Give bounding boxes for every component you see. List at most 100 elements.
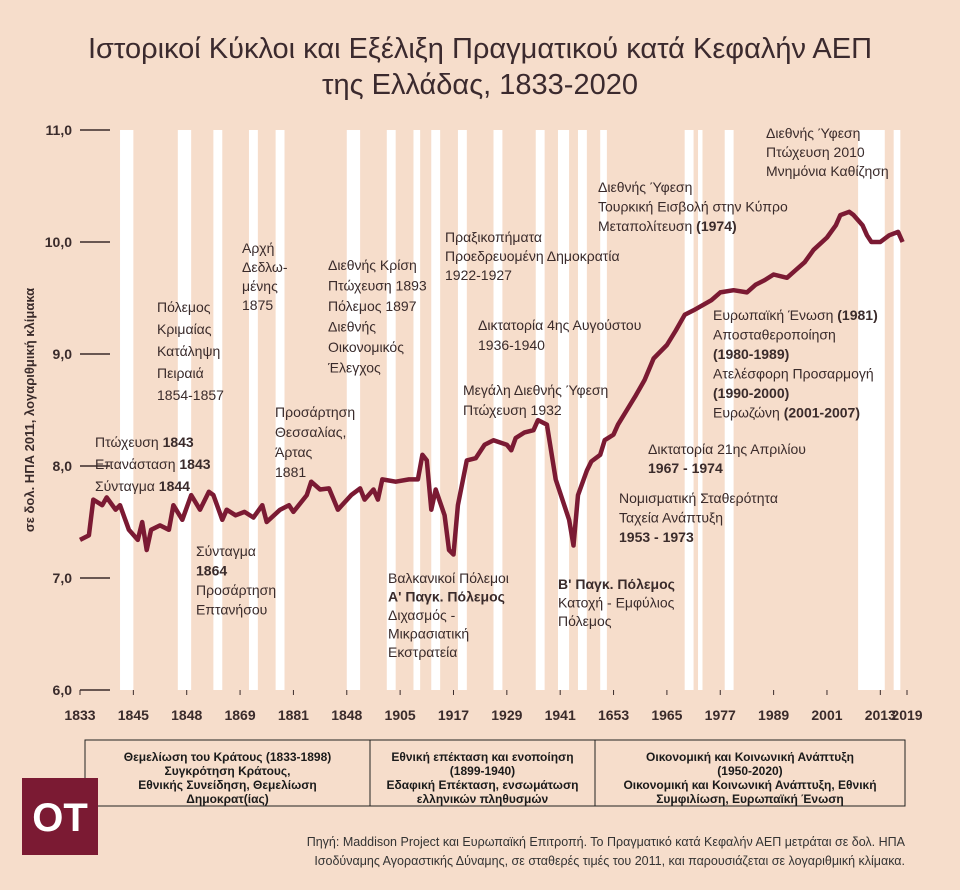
y-axis-label: σε δολ. ΗΠΑ 2011, λογαριθμική κλίμακα bbox=[22, 288, 37, 532]
annotation-part: (1980-1989) bbox=[713, 346, 789, 362]
annotation-part: (1981) bbox=[837, 307, 877, 323]
annotation-part: Δικτατορία 4ης Αυγούστου bbox=[478, 317, 641, 333]
annotation: Πτώχευση 1893 bbox=[328, 278, 427, 294]
y-tick-label: 8,0 bbox=[53, 458, 73, 474]
annotation: Πόλεμος 1897 bbox=[328, 298, 417, 314]
shaded-period bbox=[457, 130, 467, 690]
annotation-part: Έλεγχος bbox=[327, 360, 381, 376]
annotation-part: Επτανήσου bbox=[196, 602, 267, 618]
annotation: Δικτατορία 4ης Αυγούστου bbox=[478, 317, 641, 333]
shaded-period bbox=[177, 130, 192, 690]
annotation-part: Πτώχευση bbox=[95, 434, 163, 450]
x-tick-label: 2019 bbox=[891, 707, 922, 723]
annotation: Νομισματική Σταθερότητα bbox=[619, 490, 778, 506]
annotation-part: Μεταπολίτευση bbox=[598, 218, 696, 234]
annotation-part: Άρτας bbox=[275, 444, 313, 460]
annotation-part: Πόλεμος 1897 bbox=[328, 298, 417, 314]
shaded-period bbox=[413, 130, 421, 690]
annotation: Πραξικοπήματα bbox=[445, 229, 542, 245]
annotation: Σύνταγμα bbox=[196, 543, 256, 559]
annotation: Αποσταθεροποίηση bbox=[713, 327, 836, 343]
annotation: Διεθνής Κρίση bbox=[328, 257, 417, 273]
shaded-period bbox=[557, 130, 570, 690]
annotation: 1922-1927 bbox=[445, 267, 512, 283]
shaded-period bbox=[600, 130, 607, 690]
annotation-part: Νομισματική Σταθερότητα bbox=[619, 490, 778, 506]
shaded-period bbox=[386, 130, 396, 690]
annotation-part: 1967 - 1974 bbox=[648, 460, 723, 476]
shaded-period bbox=[724, 130, 734, 690]
shaded-period bbox=[275, 130, 285, 690]
x-tick-label: 2013 bbox=[865, 707, 896, 723]
period-text: Συγκρότηση Κράτους, bbox=[165, 764, 291, 778]
annotation: Άρτας bbox=[275, 444, 313, 460]
annotation: Βαλκανικοί Πόλεμοι bbox=[388, 570, 509, 586]
annotation: Διεθνής Ύφεση bbox=[598, 179, 692, 195]
annotation-part: Ταχεία Ανάπτυξη bbox=[619, 510, 723, 526]
annotation-part: Δεδλω- bbox=[242, 259, 288, 275]
annotation-part: Πτώχευση 1932 bbox=[463, 402, 562, 418]
annotation-part: Ατελέσφορη Προσαρμογή bbox=[713, 366, 874, 382]
annotation-part: Οικονομικός bbox=[328, 339, 404, 355]
annotation: Β' Παγκ. Πόλεμος bbox=[558, 576, 675, 592]
x-tick-label: 1848 bbox=[171, 707, 202, 723]
annotation-part: Αποσταθεροποίηση bbox=[713, 327, 836, 343]
annotation: Μνημόνια Καθίζηση bbox=[766, 163, 889, 179]
annotation-part: Διεθνής Ύφεση bbox=[766, 125, 860, 141]
annotation-part: 1854-1857 bbox=[157, 387, 224, 403]
x-tick-label: 1881 bbox=[278, 707, 309, 723]
annotation: (1990-2000) bbox=[713, 385, 789, 401]
annotation-part: 1843 bbox=[179, 456, 210, 472]
annotation-part: Ευρωπαϊκή Ένωση bbox=[713, 307, 837, 323]
annotation-part: Διεθνής Ύφεση bbox=[598, 179, 692, 195]
annotation: Οικονομικός bbox=[328, 339, 404, 355]
annotation: Πτώχευση 1932 bbox=[463, 402, 562, 418]
annotation-part: Δικτατορία 21ης Απριλίου bbox=[648, 441, 806, 457]
annotation: 1881 bbox=[275, 464, 306, 480]
annotation-part: Πόλεμος bbox=[157, 299, 211, 315]
annotation-part: Επανάσταση bbox=[95, 456, 179, 472]
annotation: Πόλεμος bbox=[157, 299, 211, 315]
x-tick-label: 1905 bbox=[385, 707, 416, 723]
annotation-part: Β' Παγκ. Πόλεμος bbox=[558, 576, 675, 592]
annotation-part: Μνημόνια Καθίζηση bbox=[766, 163, 889, 179]
y-tick-label: 7,0 bbox=[53, 570, 73, 586]
x-tick-label: 1941 bbox=[545, 707, 576, 723]
y-tick-label: 10,0 bbox=[45, 234, 72, 250]
period-box bbox=[594, 739, 906, 807]
annotation: Διχασμός - bbox=[388, 607, 456, 623]
annotation-part: Πειραιά bbox=[157, 365, 204, 381]
annotation: Επανάσταση 1843 bbox=[95, 456, 211, 472]
shaded-period bbox=[535, 130, 545, 690]
shaded-period bbox=[577, 130, 587, 690]
shaded-period bbox=[346, 130, 361, 690]
y-tick-label: 11,0 bbox=[46, 122, 73, 138]
annotation-part: 1843 bbox=[163, 434, 194, 450]
source: Ισοδύναμης Αγοραστικής Δύναμης, σε σταθε… bbox=[314, 854, 905, 868]
annotation-part: 1922-1927 bbox=[445, 267, 512, 283]
shaded-period bbox=[120, 130, 134, 690]
annotation-part: (1990-2000) bbox=[713, 385, 789, 401]
shaded-period bbox=[213, 130, 223, 690]
annotation: Μικρασιατική bbox=[388, 626, 469, 642]
annotation: Πειραιά bbox=[157, 365, 204, 381]
annotation: Αρχή bbox=[242, 240, 274, 256]
annotation: Τουρκική Εισβολή στην Κύπρο bbox=[598, 199, 788, 215]
annotation: 1967 - 1974 bbox=[648, 460, 723, 476]
annotation-part: Κατοχή - Εμφύλιος bbox=[558, 595, 675, 611]
shaded-period bbox=[893, 130, 901, 690]
annotation: Πτώχευση 2010 bbox=[766, 144, 865, 160]
annotation: Επτανήσου bbox=[196, 602, 267, 618]
annotation-part: 1953 - 1973 bbox=[619, 529, 694, 545]
annotation: Κατάληψη bbox=[157, 343, 220, 359]
period-text: Εθνική επέκταση και ενοποίηση bbox=[391, 750, 573, 764]
annotation: (1980-1989) bbox=[713, 346, 789, 362]
annotation: Κατοχή - Εμφύλιος bbox=[558, 595, 675, 611]
shaded-period bbox=[248, 130, 258, 690]
period-text: Θεμελίωση του Κράτους (1833-1898) bbox=[124, 750, 332, 764]
period-text: Δημοκρατ(ίας) bbox=[186, 792, 268, 806]
annotation-part: (1974) bbox=[696, 218, 736, 234]
x-tick-label: 1845 bbox=[118, 707, 149, 723]
period-text: ελληνικών πληθυσμών bbox=[417, 792, 549, 806]
